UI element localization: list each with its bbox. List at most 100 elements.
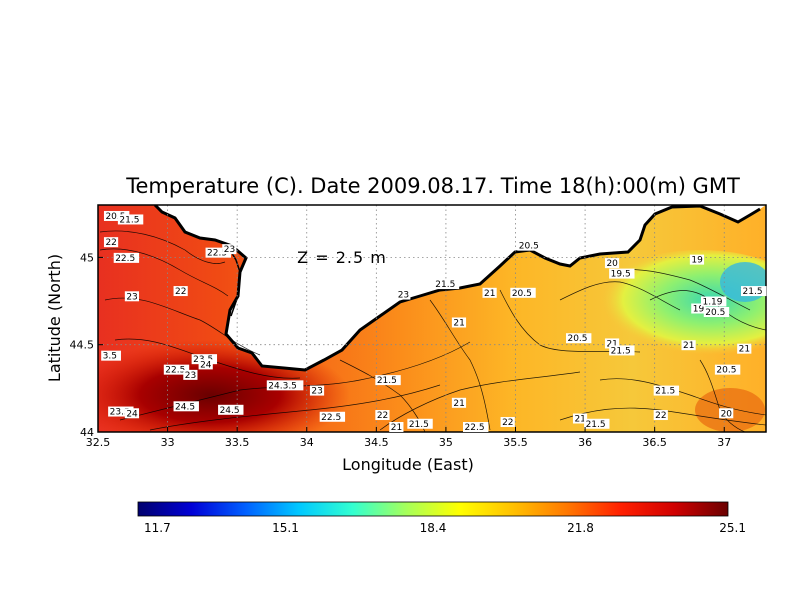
contour-label-bg <box>407 418 433 429</box>
x-axis-ticks: 32.5 33 33.5 34 34.5 35 35.5 36 36.5 37 <box>86 427 731 449</box>
colorbar-tick-3: 21.8 <box>567 521 594 535</box>
contour-label-bg <box>117 214 144 225</box>
contour-label-text: 19 <box>691 256 703 266</box>
x-tick-label-9: 37 <box>717 436 731 449</box>
contour-label-text: 19 <box>693 305 705 315</box>
contour-label-34: 21 <box>604 338 620 349</box>
contour-label-text: 20.5 <box>705 308 725 318</box>
contour-label-bg <box>714 364 741 375</box>
contour-label-text: 24.5 <box>220 406 240 416</box>
contour-label-bg <box>451 317 467 328</box>
contour-label-text: 24 <box>126 409 138 419</box>
contour-label-bg <box>375 410 390 421</box>
contour-label-bg <box>108 406 134 417</box>
contour-label-bg <box>183 369 198 380</box>
contour-label-text: 22.5 <box>321 413 341 423</box>
contour-label-36: 21.5 <box>653 385 680 397</box>
contour-label-bg <box>689 254 705 265</box>
contour-label-text: 21.5 <box>611 346 631 356</box>
contour-label-text: 20.5 <box>716 366 736 376</box>
contour-label-text: 21 <box>484 289 495 299</box>
contour-label-text: 22 <box>377 411 388 421</box>
contour-label-17: 24.5 <box>173 401 199 412</box>
contour-label-40: 20 <box>604 258 620 269</box>
contour-label-text: 1.19 <box>702 298 722 308</box>
contour-label-text: 21 <box>739 345 750 355</box>
contour-label-bg <box>584 418 610 429</box>
contour-label-bg <box>653 385 680 396</box>
contour-label-text: 23 <box>398 291 409 301</box>
contour-label-text: 21.5 <box>586 420 606 430</box>
y-tick-label-2: 45 <box>80 251 94 264</box>
contour-label-bg <box>609 268 635 279</box>
chart-title: Temperature (C). Date 2009.08.17. Time 1… <box>125 174 740 198</box>
contour-label-bg <box>124 408 140 419</box>
contour-label-bg <box>101 350 121 361</box>
contour-label-text: 23 <box>185 371 196 381</box>
contour-label-4: 22.5 <box>205 247 231 259</box>
contour-label-text: 22.5 <box>115 254 135 264</box>
contour-label-text: 21.5 <box>409 420 429 430</box>
contour-label-28: 21 <box>389 422 404 433</box>
contour-label-text: 21.5 <box>655 387 675 397</box>
coastline-detail <box>229 249 241 317</box>
contour-label-text: 23.5 <box>110 408 130 418</box>
contour-label-bg <box>124 291 140 302</box>
contour-label-text: 21 <box>453 318 464 328</box>
contour-label-bg <box>191 354 218 365</box>
contour-label-45: 1.19 <box>700 296 727 308</box>
contour-label-text: 24.3.5 <box>268 381 297 391</box>
contour-label-20: 22 <box>375 410 390 421</box>
contour-label-46: 21 <box>681 340 696 351</box>
contour-label-bg <box>681 340 696 351</box>
contour-label-49: 21.5 <box>741 286 767 297</box>
contour-label-23: 21.5 <box>433 279 460 290</box>
colorbar <box>137 501 729 517</box>
contour-label-text: 24 <box>200 360 212 370</box>
contour-label-41: 19.5 <box>609 268 635 280</box>
contour-label-text: 22 <box>105 238 116 248</box>
contour-label-5: 23 <box>222 244 237 255</box>
contour-label-text: 21 <box>391 423 402 433</box>
colorbar-tick-2: 18.4 <box>420 521 447 535</box>
contour-label-text: 21.5 <box>435 280 455 290</box>
contour-label-bg <box>463 422 489 432</box>
contour-label-32: 20.5 <box>517 240 543 252</box>
plot-frame <box>97 204 767 433</box>
contour-label-text: 22.5 <box>165 366 185 376</box>
contour-label-25: 21 <box>482 287 497 299</box>
contour-label-text: 23 <box>126 292 137 302</box>
contour-label-bg <box>572 413 588 424</box>
y-tick-label-0: 44 <box>80 426 94 439</box>
contour-label-bg <box>205 247 231 258</box>
contour-label-bg <box>482 287 497 298</box>
contour-label-43: 19 <box>691 303 706 315</box>
colorbar-ticks: 11.7 15.1 18.4 21.8 25.1 <box>144 521 746 535</box>
contour-label-9: 22.5 <box>163 364 190 376</box>
y-tick-label-1: 44.5 <box>70 339 95 352</box>
contour-label-39: 21.5 <box>584 418 610 430</box>
contour-label-30: 22.5 <box>463 422 489 433</box>
contour-label-37: 22 <box>653 410 668 421</box>
contour-label-bg <box>309 385 325 396</box>
contour-label-bg <box>741 286 767 297</box>
contour-label-text: 22.5 <box>207 249 227 259</box>
contour-label-27: 21.5 <box>407 418 433 430</box>
contour-label-bg <box>266 380 304 391</box>
contour-label-1: 21.5 <box>117 214 144 225</box>
contour-label-7: 22 <box>173 286 188 297</box>
contour-label-35: 21.5 <box>609 345 635 356</box>
contour-label-text: 20.5 <box>567 334 587 344</box>
x-tick-label-8: 36.5 <box>642 436 667 449</box>
colorbar-tick-1: 15.1 <box>272 521 299 535</box>
plot-area <box>98 205 766 432</box>
contour-label-bg <box>451 397 467 408</box>
contour-label-0: 20.5 <box>103 210 130 222</box>
contour-label-12: 23 <box>183 369 198 381</box>
contour-label-text: 22.5 <box>465 423 485 433</box>
x-tick-label-7: 36 <box>578 436 592 449</box>
contour-label-8: 3.5 <box>101 350 121 362</box>
contour-label-bg <box>700 296 727 307</box>
contour-label-text: 21 <box>606 339 617 349</box>
x-tick-label-1: 33 <box>161 436 175 449</box>
